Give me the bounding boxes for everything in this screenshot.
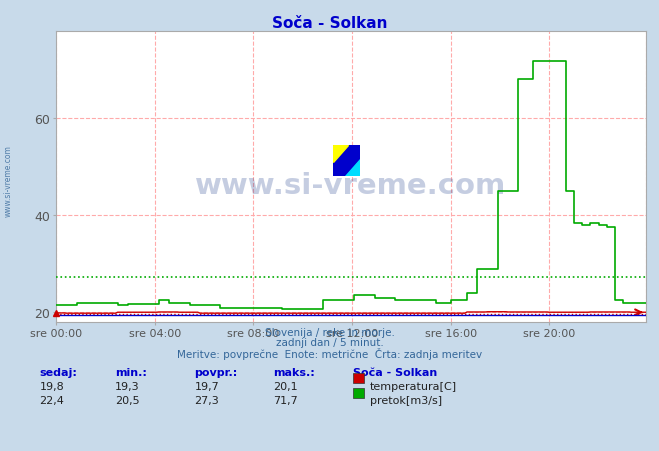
Text: 19,8: 19,8: [40, 381, 65, 391]
Text: Soča - Solkan: Soča - Solkan: [272, 16, 387, 31]
Text: Soča - Solkan: Soča - Solkan: [353, 368, 437, 377]
Text: zadnji dan / 5 minut.: zadnji dan / 5 minut.: [275, 337, 384, 347]
Text: 20,5: 20,5: [115, 396, 140, 405]
Text: pretok[m3/s]: pretok[m3/s]: [370, 396, 442, 405]
Text: 27,3: 27,3: [194, 396, 219, 405]
Text: maks.:: maks.:: [273, 368, 315, 377]
Text: 22,4: 22,4: [40, 396, 65, 405]
Text: 20,1: 20,1: [273, 381, 298, 391]
Text: Slovenija / reke in morje.: Slovenija / reke in morje.: [264, 327, 395, 337]
Text: Meritve: povprečne  Enote: metrične  Črta: zadnja meritev: Meritve: povprečne Enote: metrične Črta:…: [177, 347, 482, 359]
Text: 19,7: 19,7: [194, 381, 219, 391]
Text: sedaj:: sedaj:: [40, 368, 77, 377]
Text: min.:: min.:: [115, 368, 147, 377]
Text: temperatura[C]: temperatura[C]: [370, 381, 457, 391]
Text: 19,3: 19,3: [115, 381, 140, 391]
Polygon shape: [345, 160, 360, 177]
Text: www.si-vreme.com: www.si-vreme.com: [3, 144, 13, 216]
Text: povpr.:: povpr.:: [194, 368, 238, 377]
Text: 71,7: 71,7: [273, 396, 299, 405]
Polygon shape: [333, 145, 348, 163]
Text: www.si-vreme.com: www.si-vreme.com: [195, 172, 507, 200]
